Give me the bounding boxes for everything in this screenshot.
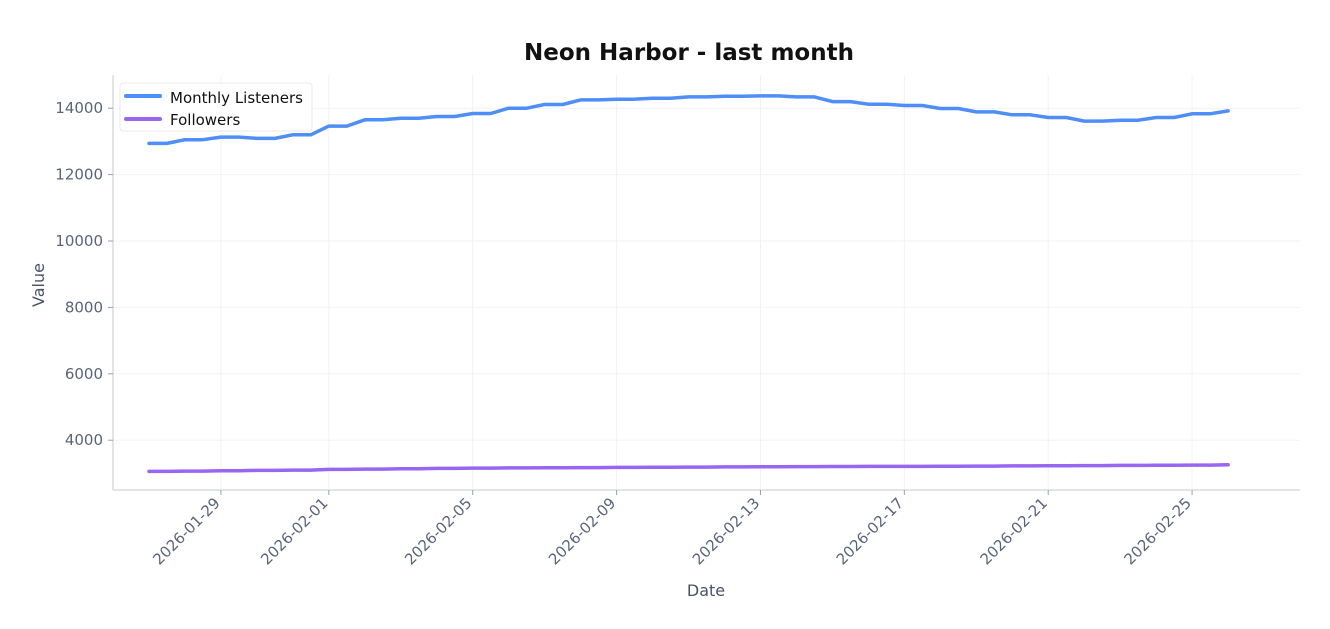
series [147, 94, 1230, 474]
axes [112, 75, 1300, 491]
chart-title: Neon Harbor - last month [524, 40, 854, 66]
y-tick-label: 10000 [55, 232, 103, 250]
legend-label-monthly-listeners: Monthly Listeners [170, 89, 303, 107]
x-tick-label: 2026-02-13 [689, 494, 763, 568]
series-line-followers [147, 463, 1230, 474]
y-tick-label: 14000 [55, 99, 103, 117]
x-tick-label: 2026-02-21 [977, 494, 1051, 568]
legend: Monthly Listeners Followers [119, 82, 313, 132]
y-axis-label: Value [29, 263, 48, 307]
x-tick-label: 2026-01-29 [149, 494, 223, 568]
x-tick-label: 2026-02-09 [545, 494, 619, 568]
x-axis-label: Date [687, 581, 725, 600]
x-tick-label: 2026-02-25 [1121, 494, 1195, 568]
legend-label-followers: Followers [170, 111, 240, 129]
x-tick-label: 2026-02-17 [833, 494, 907, 568]
y-ticks: 4000 6000 8000 10000 12000 14000 [55, 99, 113, 449]
y-tick-label: 12000 [55, 166, 103, 184]
x-tick-label: 2026-02-01 [257, 494, 331, 568]
legend-box [119, 82, 313, 132]
series-line-monthly-listeners [147, 94, 1230, 146]
grid [113, 75, 1300, 490]
x-tick-label: 2026-02-05 [401, 494, 475, 568]
y-tick-label: 6000 [65, 365, 103, 383]
y-tick-label: 8000 [65, 298, 103, 316]
y-tick-label: 4000 [65, 431, 103, 449]
x-ticks: 2026-01-29 2026-02-01 2026-02-05 2026-02-09… [149, 490, 1195, 568]
